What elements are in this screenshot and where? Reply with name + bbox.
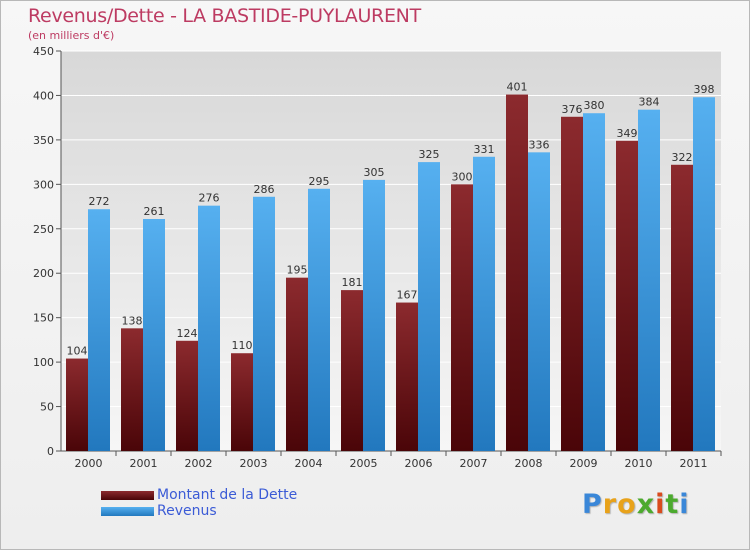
bar-dette — [231, 353, 253, 451]
logo-letter: r — [602, 489, 618, 520]
y-tick-label: 50 — [40, 401, 54, 414]
bar-revenus — [253, 196, 275, 451]
x-tick-label: 2010 — [625, 457, 653, 470]
y-tick-label: 350 — [33, 134, 54, 147]
bar-revenus — [308, 188, 330, 451]
data-label-dette: 124 — [177, 327, 198, 340]
logo-letter: i — [679, 489, 690, 520]
bar-dette — [176, 340, 198, 451]
data-label-dette: 322 — [672, 151, 693, 164]
bar-revenus — [88, 209, 110, 451]
bar-revenus — [583, 113, 605, 451]
bar-revenus — [638, 109, 660, 452]
x-tick-label: 2004 — [295, 457, 323, 470]
data-label-revenus: 380 — [584, 99, 605, 112]
bar-revenus — [363, 179, 385, 451]
data-label-revenus: 398 — [694, 83, 715, 96]
legend-swatch-dette — [101, 491, 154, 500]
data-label-revenus: 295 — [309, 175, 330, 188]
data-label-dette: 349 — [617, 127, 638, 140]
y-tick-label: 250 — [33, 223, 54, 236]
data-label-dette: 181 — [342, 276, 363, 289]
data-label-dette: 300 — [452, 170, 473, 183]
bar-chart: 0 50 100 150 200 250 300 350 400 450 2000 104 272 200… — [33, 45, 722, 470]
legend-label-revenus: Revenus — [157, 503, 217, 519]
data-label-revenus: 261 — [144, 205, 165, 218]
proxiti-logo: Proxiti — [582, 489, 690, 520]
chart-subtitle: (en milliers d'€) — [28, 29, 115, 42]
bar-dette — [341, 290, 363, 451]
logo-letter: i — [655, 489, 666, 520]
data-label-dette: 104 — [67, 345, 88, 358]
legend-label-dette: Montant de la Dette — [157, 487, 298, 503]
bar-revenus — [198, 205, 220, 451]
logo-letter: P — [582, 489, 603, 520]
y-tick-label: 300 — [33, 178, 54, 191]
bar-dette — [616, 140, 638, 451]
logo-letter: x — [636, 489, 656, 520]
x-tick-label: 2003 — [240, 457, 268, 470]
x-tick-label: 2005 — [350, 457, 378, 470]
data-label-dette: 401 — [507, 81, 528, 94]
data-label-revenus: 384 — [639, 96, 660, 109]
y-tick-label: 450 — [33, 45, 54, 58]
x-tick-label: 2006 — [405, 457, 433, 470]
bar-dette — [451, 184, 473, 452]
y-tick-label: 0 — [47, 445, 54, 458]
x-tick-label: 2008 — [515, 457, 543, 470]
data-label-revenus: 276 — [199, 192, 220, 205]
bar-revenus — [418, 162, 440, 451]
data-label-revenus: 325 — [419, 148, 440, 161]
bar-dette — [396, 302, 418, 451]
y-tick-label: 150 — [33, 312, 54, 325]
bar-revenus — [528, 152, 550, 452]
data-label-revenus: 336 — [529, 138, 550, 151]
logo-letter: t — [665, 489, 680, 520]
data-label-dette: 110 — [232, 339, 253, 352]
data-label-dette: 195 — [287, 264, 308, 277]
data-label-dette: 167 — [397, 289, 418, 302]
chart-title: Revenus/Dette - LA BASTIDE-PUYLAURENT — [28, 5, 421, 27]
y-tick-label: 100 — [33, 356, 54, 369]
x-tick-label: 2002 — [185, 457, 213, 470]
logo-letter: o — [617, 489, 637, 520]
bar-dette — [121, 328, 143, 451]
y-tick-label: 400 — [33, 89, 54, 102]
bar-dette — [506, 94, 528, 452]
bar-revenus — [143, 219, 165, 451]
bar-revenus — [473, 156, 495, 451]
legend-swatch-revenus — [101, 507, 154, 516]
x-tick-label: 2000 — [75, 457, 103, 470]
bar-dette — [286, 277, 308, 451]
data-label-revenus: 272 — [89, 195, 110, 208]
x-tick-label: 2007 — [460, 457, 488, 470]
x-tick-label: 2001 — [130, 457, 158, 470]
bar-dette — [66, 358, 88, 451]
data-label-revenus: 286 — [254, 183, 275, 196]
x-tick-label: 2011 — [680, 457, 708, 470]
bar-revenus — [693, 97, 715, 451]
bar-dette — [671, 164, 693, 451]
y-tick-label: 200 — [33, 267, 54, 280]
plot-area — [61, 51, 721, 451]
data-label-revenus: 331 — [474, 143, 495, 156]
x-tick-label: 2009 — [570, 457, 598, 470]
data-label-dette: 376 — [562, 103, 583, 116]
data-label-dette: 138 — [122, 314, 143, 327]
data-label-revenus: 305 — [364, 166, 385, 179]
bar-dette — [561, 116, 583, 452]
